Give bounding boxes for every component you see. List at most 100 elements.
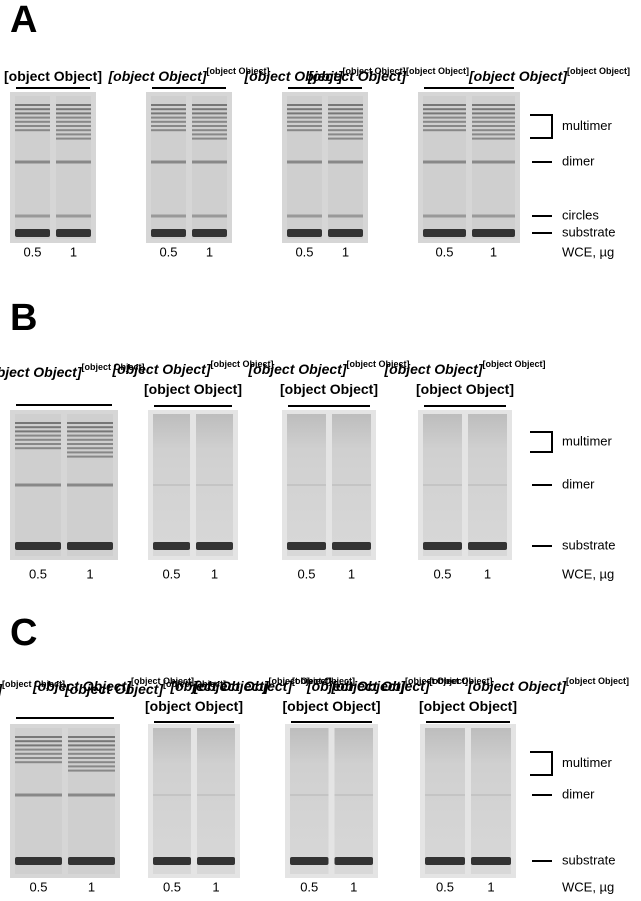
lane-label: 1 [211,566,218,581]
lane-label: 1 [88,879,95,894]
band [56,112,91,115]
band [68,793,115,797]
marker-label: dimer [562,153,595,168]
band [151,112,186,115]
band [67,426,113,429]
group-title: [object Object][object Object] [247,359,409,376]
title-segment: [object Object] [468,68,568,84]
title-segment: [object Object] [145,698,243,714]
title-segment: [object Object] [306,678,406,694]
lane-label: 1 [484,566,491,581]
title-segment: [object Object] [343,66,406,76]
band [67,542,113,550]
band [328,229,363,237]
band [196,484,233,486]
marker-label: circles [562,207,599,222]
title-segment: [object Object] [282,698,380,714]
band [68,761,115,764]
band [423,129,466,132]
band [153,484,190,486]
band [471,857,511,865]
band [287,542,326,550]
group-title: [object Object][object Object] [107,66,269,83]
band [328,160,363,164]
lane [471,728,511,874]
group-title: [object Object][object Object] [243,66,405,83]
band [192,112,227,115]
group-title: [object Object][object Object][object Ob… [307,66,630,83]
title-segment: [object Object] [4,68,102,84]
band [67,443,113,445]
band [290,857,329,865]
band [67,451,113,454]
lane-label: 1 [342,244,349,259]
lane-label: 0.5 [297,566,315,581]
band [192,108,227,111]
band [328,133,363,136]
group-title: [object Object][object Object] [383,359,545,376]
group-title: [object Object][object Object][object Ob… [306,676,629,693]
band [197,794,235,796]
title-segment: [object Object] [0,364,83,380]
band [332,542,371,550]
bracket [530,114,553,139]
band [56,104,91,106]
band [56,137,91,140]
band [423,125,466,127]
band [425,857,465,865]
band [67,422,113,424]
band [15,422,61,424]
title-segment: [object Object] [144,381,242,397]
lane-label: 0.5 [159,244,177,259]
band [192,129,227,132]
axis-label: WCE, µg [562,244,614,259]
band [423,120,466,123]
band [472,214,515,218]
band [15,129,50,132]
band [67,434,113,437]
band [15,434,61,437]
band [423,108,466,111]
group-title: [object Object] [416,381,514,397]
band [15,752,62,755]
title-segment: [object Object] [211,359,274,369]
title-segment: [object Object] [467,678,567,694]
band [56,116,91,119]
band [67,483,113,487]
band [287,160,322,164]
lane-label: 0.5 [433,566,451,581]
group-title: [object Object][object Object][object Ob… [0,679,226,696]
lane-label: 1 [212,879,219,894]
band [151,214,186,218]
band [15,447,61,450]
band [151,120,186,123]
band [56,214,91,218]
band [56,125,91,127]
band [56,120,91,123]
band [472,116,515,119]
band [15,542,61,550]
lane-label: 1 [70,244,77,259]
group-title: [object Object] [4,68,102,84]
band [287,104,322,106]
band [287,125,322,127]
group-title: [object Object][object Object][object Ob… [32,676,355,693]
lane-label: 1 [487,879,494,894]
band [15,443,61,445]
band [192,104,227,106]
band [151,129,186,132]
band [68,857,115,865]
group-title: [object Object] [419,698,517,714]
band [287,229,322,237]
band [468,484,507,486]
band [334,857,373,865]
group-title: [object Object] [145,698,243,714]
title-segment: [object Object] [2,679,65,689]
band [153,542,190,550]
band [328,129,363,132]
lane-label: 0.5 [163,879,181,894]
title-segment: [object Object] [406,66,469,76]
band [151,160,186,164]
band [472,229,515,237]
title-segment: [object Object] [64,681,164,697]
